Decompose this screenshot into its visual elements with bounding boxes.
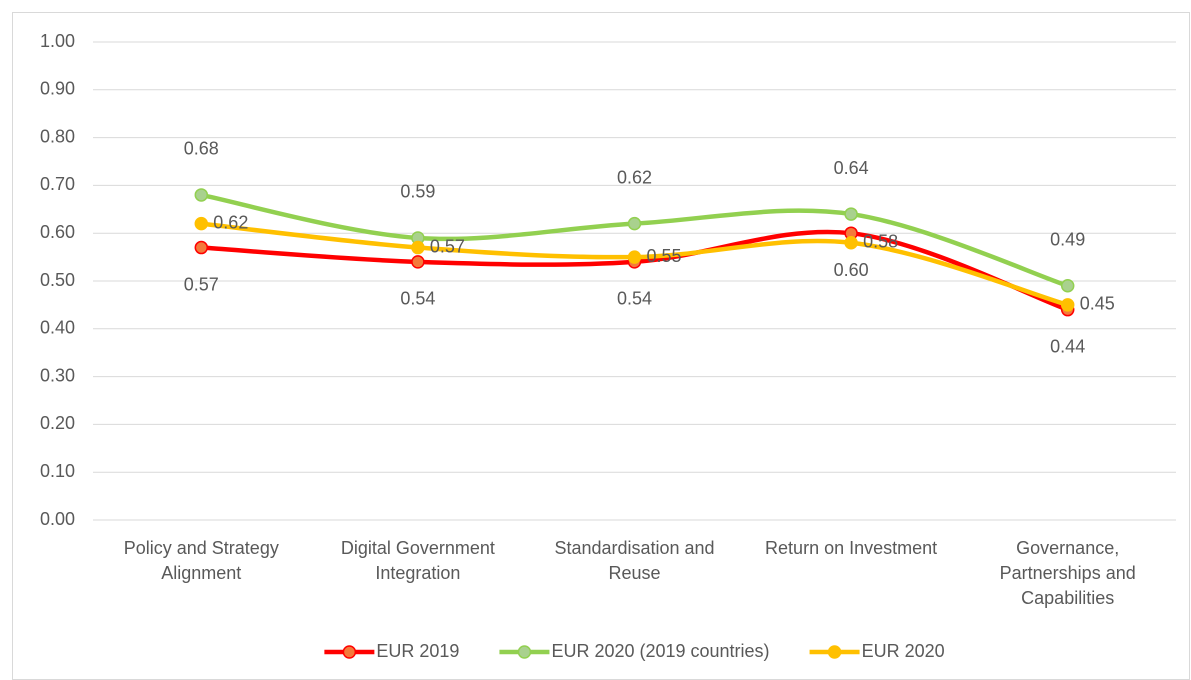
legend-marker — [827, 645, 842, 659]
y-tick-label: 0.10 — [40, 461, 75, 481]
legend-label: EUR 2020 — [862, 641, 945, 661]
legend: EUR 2019 EUR 2020 (2019 countries) EUR 202… — [324, 641, 945, 661]
marker — [411, 255, 425, 269]
data-label: 0.57 — [430, 236, 465, 256]
data-label: 0.68 — [184, 139, 219, 159]
marker — [627, 216, 642, 231]
x-tick-line: Standardisation and — [554, 538, 714, 558]
data-label: 0.59 — [400, 182, 435, 202]
legend-label: EUR 2019 — [376, 641, 459, 661]
y-tick-label: 0.70 — [40, 174, 75, 194]
data-label: 0.44 — [1050, 336, 1085, 356]
y-tick-label: 0.00 — [40, 509, 75, 529]
x-tick-label: Standardisation and Reuse — [554, 538, 714, 583]
data-label: 0.45 — [1080, 294, 1115, 314]
y-tick-label: 0.50 — [40, 270, 75, 290]
marker — [844, 207, 858, 221]
y-tick-label: 1.00 — [40, 31, 75, 51]
y-tick-label: 0.40 — [40, 318, 75, 338]
data-label: 0.57 — [184, 274, 219, 294]
data-label: 0.62 — [617, 167, 652, 187]
data-label: 0.60 — [834, 260, 869, 280]
legend-marker — [517, 645, 532, 659]
x-tick-line: Capabilities — [1021, 588, 1114, 608]
y-tick-label: 0.80 — [40, 126, 75, 146]
marker — [627, 250, 642, 264]
marker — [1060, 279, 1075, 293]
x-tick-label: Policy and Strategy Alignment — [124, 538, 279, 583]
x-tick-line: Digital Government — [341, 538, 495, 558]
x-tick-line: Return on Investment — [765, 538, 937, 558]
marker — [194, 188, 209, 202]
x-tick-line: Policy and Strategy — [124, 538, 279, 558]
x-tick-line: Governance, — [1016, 538, 1119, 558]
data-label: 0.54 — [617, 289, 652, 309]
chart-border — [12, 12, 1190, 680]
data-label: 0.49 — [1050, 230, 1085, 250]
data-label: 0.55 — [647, 246, 682, 266]
x-tick-line: Alignment — [161, 563, 241, 583]
marker — [844, 236, 858, 250]
marker — [194, 216, 209, 231]
x-tick-label: Governance, Partnerships and Capabilities — [1000, 538, 1136, 608]
legend-label: EUR 2020 (2019 countries) — [551, 641, 769, 661]
y-tick-label: 0.30 — [40, 365, 75, 385]
marker — [194, 240, 209, 255]
y-tick-label: 0.90 — [40, 79, 75, 99]
data-label: 0.54 — [400, 289, 435, 309]
data-label: 0.62 — [213, 212, 248, 232]
data-label: 0.64 — [834, 158, 869, 178]
x-tick-line: Integration — [375, 563, 460, 583]
x-tick-line: Partnerships and — [1000, 563, 1136, 583]
legend-marker — [342, 645, 357, 659]
marker — [411, 240, 425, 255]
marker — [1060, 298, 1075, 312]
x-tick-label: Return on Investment — [765, 538, 937, 558]
data-label: 0.58 — [863, 232, 898, 252]
x-tick-label: Digital Government Integration — [341, 538, 495, 583]
y-tick-label: 0.60 — [40, 222, 75, 242]
y-tick-label: 0.20 — [40, 413, 75, 433]
x-tick-line: Reuse — [608, 563, 660, 583]
